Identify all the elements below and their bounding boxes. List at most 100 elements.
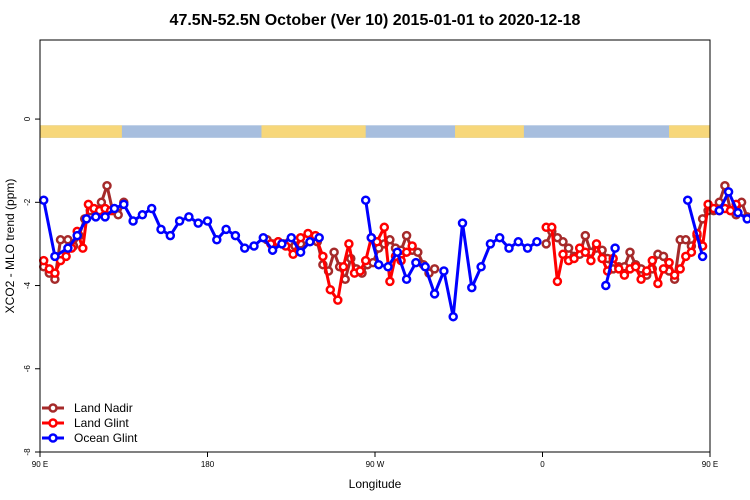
legend-label: Ocean Glint xyxy=(74,431,138,445)
data-point xyxy=(303,228,313,239)
data-point xyxy=(202,216,213,226)
data-point xyxy=(653,278,663,289)
data-point xyxy=(420,262,430,272)
data-point xyxy=(547,222,557,233)
data-point xyxy=(156,224,166,235)
data-point xyxy=(586,255,596,266)
y-axis: 0 -2 -4 -6 -8 xyxy=(23,116,40,456)
x-axis: 90 E 180 90 W 0 90 E xyxy=(32,452,718,469)
data-point xyxy=(295,247,306,257)
land-band xyxy=(669,125,710,138)
data-point xyxy=(569,253,579,264)
legend-item: Land Nadir xyxy=(42,401,133,415)
x-tick-label: 90 W xyxy=(366,460,385,469)
data-point xyxy=(413,247,423,257)
data-point xyxy=(50,268,60,278)
data-point xyxy=(267,245,278,255)
data-point xyxy=(318,251,328,262)
data-point xyxy=(81,214,92,224)
data-point xyxy=(467,282,477,293)
data-point xyxy=(476,262,486,272)
data-point xyxy=(385,235,395,245)
data-point xyxy=(558,249,568,260)
data-point xyxy=(407,241,417,251)
data-point xyxy=(686,247,697,257)
data-point xyxy=(373,259,384,270)
legend-marker xyxy=(48,433,58,443)
data-point xyxy=(212,235,222,245)
data-point xyxy=(714,205,725,216)
data-point xyxy=(532,237,542,247)
data-point xyxy=(344,239,354,249)
data-point xyxy=(658,251,669,262)
legend-marker xyxy=(48,403,58,413)
land-band xyxy=(40,125,122,138)
data-point xyxy=(610,243,620,253)
x-tick-label: 90 E xyxy=(702,460,718,469)
data-point xyxy=(55,235,66,245)
data-point xyxy=(383,262,393,272)
data-point xyxy=(401,274,412,285)
data-point xyxy=(742,214,750,224)
y-axis-label: XCO2 - MLO trend (ppm) xyxy=(3,179,17,314)
y-tick-label: -8 xyxy=(23,448,32,456)
data-point xyxy=(221,224,231,235)
x-axis-label: Longitude xyxy=(349,477,402,491)
legend-label: Land Glint xyxy=(74,416,129,430)
data-point xyxy=(641,266,652,276)
x-tick-label: 0 xyxy=(540,460,545,469)
data-point xyxy=(314,232,324,243)
data-point xyxy=(128,216,138,226)
data-point xyxy=(630,262,641,272)
data-point xyxy=(675,264,685,274)
data-point xyxy=(457,218,468,228)
data-point xyxy=(669,270,680,280)
data-point xyxy=(230,230,241,241)
data-point xyxy=(366,232,377,243)
data-point xyxy=(597,253,607,264)
data-point xyxy=(360,195,371,205)
data-point xyxy=(184,212,194,222)
data-point xyxy=(401,247,412,257)
data-point xyxy=(723,187,734,197)
data-point xyxy=(288,249,298,260)
data-point xyxy=(63,243,73,253)
data-point xyxy=(379,222,390,233)
data-point xyxy=(504,243,514,253)
legend-item: Land Glint xyxy=(42,416,129,430)
data-point xyxy=(61,251,71,262)
series-line xyxy=(604,247,617,286)
data-point xyxy=(50,251,60,262)
data-point xyxy=(78,243,88,253)
data-point xyxy=(258,232,269,243)
data-point xyxy=(625,247,635,257)
data-point xyxy=(647,255,658,266)
series-line xyxy=(717,190,750,221)
y-tick-label: -6 xyxy=(23,365,32,373)
data-point xyxy=(411,257,421,268)
series-line xyxy=(686,199,705,257)
data-point xyxy=(725,205,736,216)
data-point xyxy=(494,232,505,243)
data-point xyxy=(305,237,315,247)
legend-marker xyxy=(48,418,58,428)
legend-item: Ocean Glint xyxy=(42,431,138,445)
data-point xyxy=(541,239,551,249)
data-point xyxy=(174,216,185,226)
data-point xyxy=(193,218,203,228)
data-point xyxy=(329,247,339,257)
data-point xyxy=(146,203,157,214)
y-tick-label: -2 xyxy=(23,198,32,206)
data-point xyxy=(239,243,250,253)
data-point xyxy=(137,210,148,220)
data-point xyxy=(333,295,343,305)
data-point xyxy=(338,262,349,272)
data-point xyxy=(580,247,591,257)
data-point xyxy=(558,237,568,247)
data-point xyxy=(277,239,287,249)
x-tick-label: 90 E xyxy=(32,460,48,469)
data-point xyxy=(360,255,371,266)
data-point xyxy=(102,180,112,191)
